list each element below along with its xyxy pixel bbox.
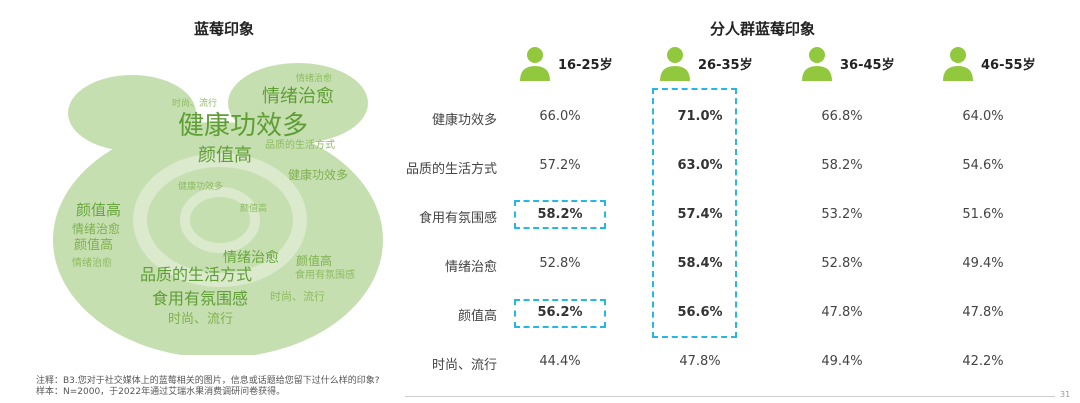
table-cell: 58.2% — [821, 158, 863, 173]
table-cell: 44.4% — [539, 354, 581, 369]
table-cell: 47.8% — [962, 305, 1004, 320]
cloud-word: 情绪治愈 — [296, 74, 333, 84]
person-icon — [943, 47, 973, 81]
table-cell: 56.2% — [537, 305, 583, 320]
table-cell: 52.8% — [539, 256, 581, 271]
table-cell: 71.0% — [677, 109, 723, 124]
cloud-word: 时尚、流行 — [172, 99, 218, 109]
table-cell: 47.8% — [821, 305, 863, 320]
left-title: 蓝莓印象 — [194, 20, 255, 38]
highlight-box-16-25-row5 — [514, 299, 606, 328]
cloud-word: 食用有氛围感 — [152, 289, 249, 308]
table-cell: 51.6% — [962, 207, 1004, 222]
table-cell: 57.2% — [539, 158, 581, 173]
table-cell: 66.0% — [539, 109, 581, 124]
table-cell: 57.4% — [677, 207, 723, 222]
table-cell: 58.2% — [537, 207, 583, 222]
cloud-word: 健康功效多 — [178, 111, 309, 141]
page-number: 31 — [1060, 390, 1071, 399]
highlight-box-16-25-row3 — [514, 200, 606, 229]
column-header-label: 36-45岁 — [840, 58, 895, 73]
cloud-word: 品质的生活方式 — [265, 140, 335, 151]
cloud-word: 情绪治愈 — [72, 222, 121, 236]
cloud-word: 品质的生活方式 — [140, 265, 253, 284]
cloud-word: 颜值高 — [76, 201, 122, 219]
blueberry-wordcloud: 健康功效多 情绪治愈 颜值高 健康功效多 颜值高 情绪治愈 颜值高 情绪治愈 品… — [50, 55, 400, 355]
cloud-word: 情绪治愈 — [72, 258, 112, 269]
table-cell: 58.4% — [677, 256, 723, 271]
highlight-box-26-35-column — [652, 88, 737, 338]
table-cell: 47.8% — [679, 354, 721, 369]
cloud-word: 食用有氛围感 — [295, 270, 355, 281]
table-cell: 49.4% — [821, 354, 863, 369]
blueberry-silhouette — [53, 63, 383, 355]
cloud-word: 健康功效多 — [178, 182, 224, 192]
cloud-word: 健康功效多 — [288, 168, 349, 182]
row-label: 颜值高 — [457, 309, 497, 324]
row-label: 品质的生活方式 — [405, 162, 497, 177]
column-header-label: 46-55岁 — [981, 58, 1036, 73]
person-icon — [520, 47, 550, 81]
cloud-word: 情绪治愈 — [223, 250, 279, 266]
person-icon — [802, 47, 832, 81]
cloud-word: 情绪治愈 — [262, 86, 334, 107]
cloud-word: 颜值高 — [240, 204, 268, 214]
table-cell: 56.6% — [677, 305, 723, 320]
cloud-word: 颜值高 — [74, 238, 114, 253]
footnote-line-2: 样本：N=2000，于2022年通过艾瑞水果消费调研问卷获得。 — [36, 387, 286, 397]
row-label: 情绪治愈 — [444, 260, 497, 275]
table-cell: 52.8% — [821, 256, 863, 271]
cloud-word: 颜值高 — [296, 254, 333, 268]
row-label: 健康功效多 — [431, 113, 497, 128]
row-label: 食用有氛围感 — [418, 211, 497, 226]
column-header-label: 16-25岁 — [558, 58, 613, 73]
cloud-word: 颜值高 — [198, 145, 252, 166]
table-cell: 66.8% — [821, 109, 863, 124]
table-cell: 63.0% — [677, 158, 723, 173]
table-cell: 54.6% — [962, 158, 1004, 173]
table-cell: 42.2% — [962, 354, 1004, 369]
table-cell: 49.4% — [962, 256, 1004, 271]
cloud-word: 时尚、流行 — [168, 312, 234, 327]
footnote-line-1: 注释：B3.您对于社交媒体上的蓝莓相关的图片，信息或话题给您留下过什么样的印象? — [36, 376, 380, 386]
column-header-label: 26-35岁 — [698, 58, 753, 73]
row-label: 时尚、流行 — [431, 358, 497, 373]
person-icon — [660, 47, 690, 81]
table-cell: 53.2% — [821, 207, 863, 222]
table-cell: 64.0% — [962, 109, 1004, 124]
right-title: 分人群蓝莓印象 — [710, 20, 816, 38]
bottom-divider — [405, 396, 1055, 397]
cloud-word: 时尚、流行 — [270, 290, 325, 303]
